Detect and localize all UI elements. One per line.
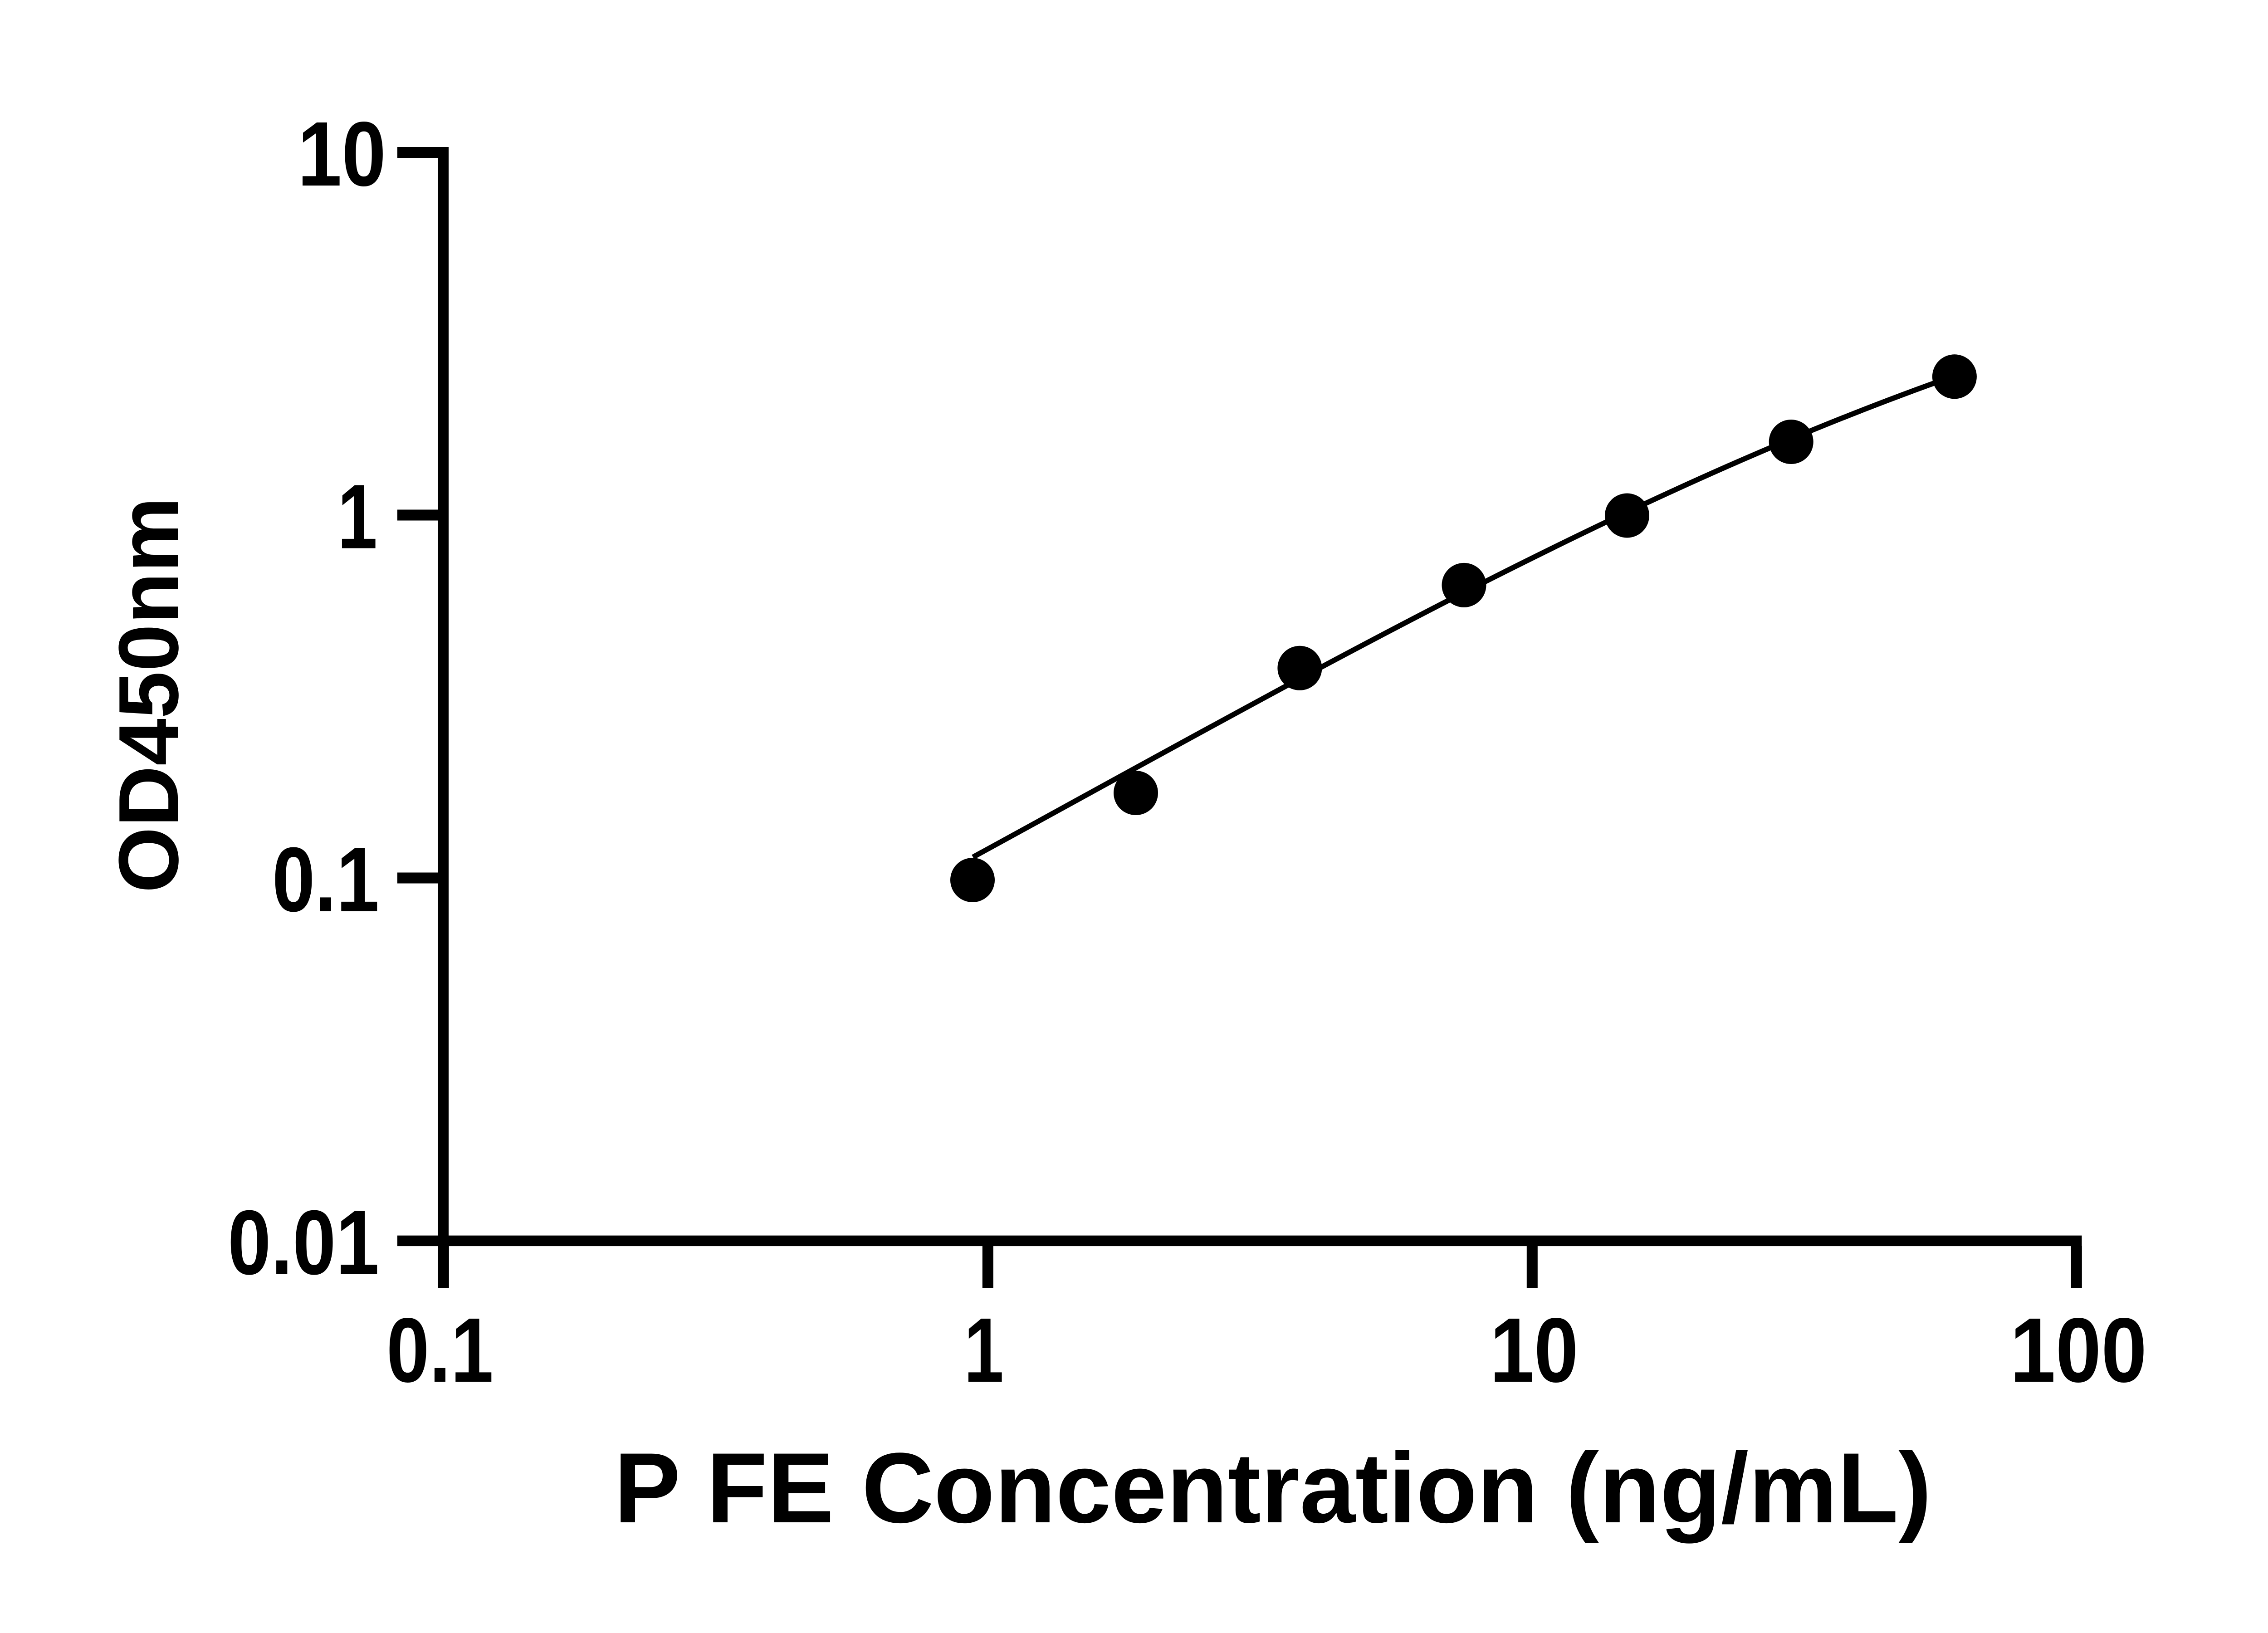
svg-text:10: 10 <box>1490 1299 1579 1401</box>
svg-text:100: 100 <box>2010 1299 2147 1401</box>
svg-text:OD450nm: OD450nm <box>101 497 196 893</box>
svg-text:0.1: 0.1 <box>386 1299 494 1401</box>
svg-text:0.01: 0.01 <box>228 1191 379 1294</box>
svg-text:10: 10 <box>298 103 386 205</box>
svg-text:1: 1 <box>964 1299 1004 1401</box>
svg-text:0.1: 0.1 <box>272 828 379 931</box>
svg-text:1: 1 <box>337 465 377 568</box>
svg-text:P FE Concentration (ng/mL): P FE Concentration (ng/mL) <box>614 1432 1932 1544</box>
